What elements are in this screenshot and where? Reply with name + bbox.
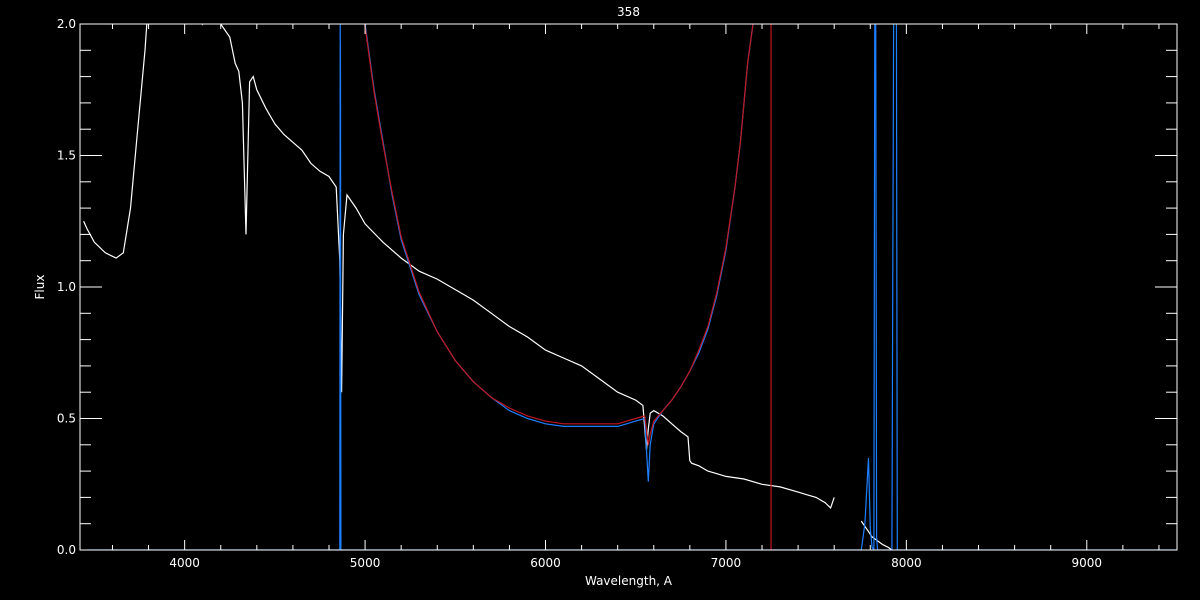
- series-line-4: [87, 24, 1177, 550]
- series-line-3: [364, 24, 754, 445]
- x-tick-label: 5000: [350, 556, 381, 570]
- x-tick-label: 7000: [711, 556, 742, 570]
- y-tick-label: 0.0: [57, 543, 76, 557]
- data-layer: [83, 24, 1177, 550]
- series-line-1: [860, 520, 893, 550]
- plot-frame: [79, 23, 1178, 551]
- tick-layer: 4000 5000 6000 7000 8000 9000 0.0 0.5 1.0 1.5 2.0: [57, 17, 1177, 570]
- chart-title: 358: [617, 5, 640, 19]
- y-tick-label: 2.0: [57, 17, 76, 31]
- y-axis-label: Flux: [33, 275, 47, 300]
- x-tick-label: 9000: [1072, 556, 1103, 570]
- x-tick-label: 6000: [530, 556, 561, 570]
- series-line-2: [364, 24, 754, 482]
- y-tick-label: 1.0: [57, 280, 76, 294]
- x-tick-label: 8000: [891, 556, 922, 570]
- series-line-0: [83, 24, 835, 509]
- x-axis-label: Wavelength, A: [585, 574, 673, 588]
- x-tick-label: 4000: [169, 556, 200, 570]
- y-tick-label: 0.5: [57, 412, 76, 426]
- y-tick-label: 1.5: [57, 149, 76, 163]
